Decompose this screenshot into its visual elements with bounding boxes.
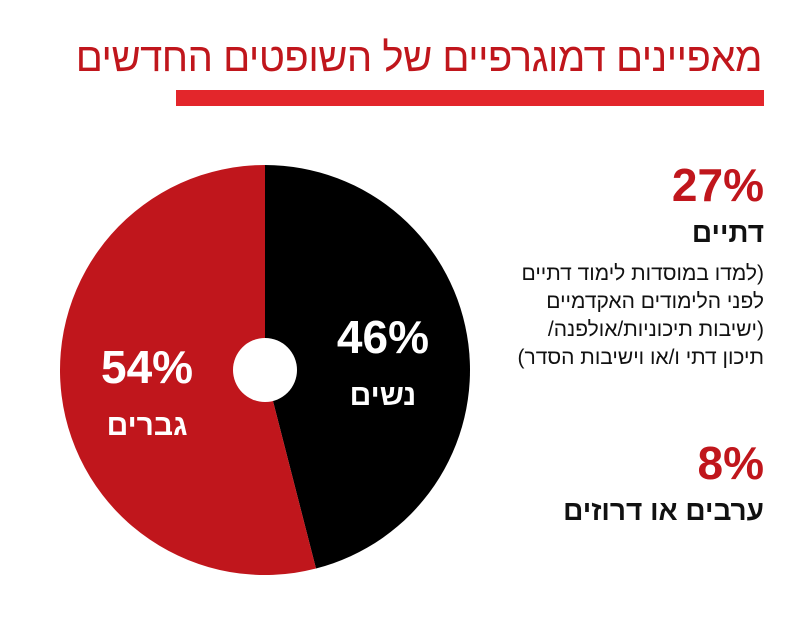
- gender-pie-chart: 46% נשים 54% גברים: [60, 158, 480, 588]
- stat-religious-note-line: תיכון דתי ו/או וישיבות הסדר): [517, 346, 764, 369]
- pie-value-men: 54%: [101, 341, 193, 393]
- title-underline: [176, 90, 764, 106]
- pie-slice-men: [60, 165, 316, 575]
- stat-religious-note-line: לפני הלימודים האקדמיים: [546, 290, 764, 313]
- stat-religious-label: דתיים: [691, 217, 764, 248]
- pie-svg: 46% נשים 54% גברים: [60, 165, 470, 575]
- pie-center-hole: [233, 338, 297, 402]
- stat-arab-druze: 8% ערבים או דרוזים: [474, 438, 764, 528]
- stat-arab-druze-value: 8%: [697, 437, 764, 489]
- stat-religious-note-line: (ישיבות תיכוניות/אולפנה/: [547, 318, 764, 341]
- stat-religious: 27% דתיים (למדו במוסדות לימוד דתיים לפני…: [474, 160, 764, 372]
- stat-arab-druze-label: ערבים או דרוזים: [563, 495, 764, 526]
- stat-religious-note: (למדו במוסדות לימוד דתיים לפני הלימודים …: [474, 260, 764, 372]
- stat-religious-value: 27%: [671, 159, 764, 211]
- stat-religious-note-line: (למדו במוסדות לימוד דתיים: [521, 262, 764, 285]
- pie-label-men: גברים: [107, 409, 188, 442]
- pie-label-women: נשים: [350, 379, 417, 412]
- page-title: מאפיינים דמוגרפיים של השופטים החדשים: [75, 36, 763, 80]
- pie-value-women: 46%: [337, 311, 429, 363]
- pie-slice-women: [265, 165, 470, 569]
